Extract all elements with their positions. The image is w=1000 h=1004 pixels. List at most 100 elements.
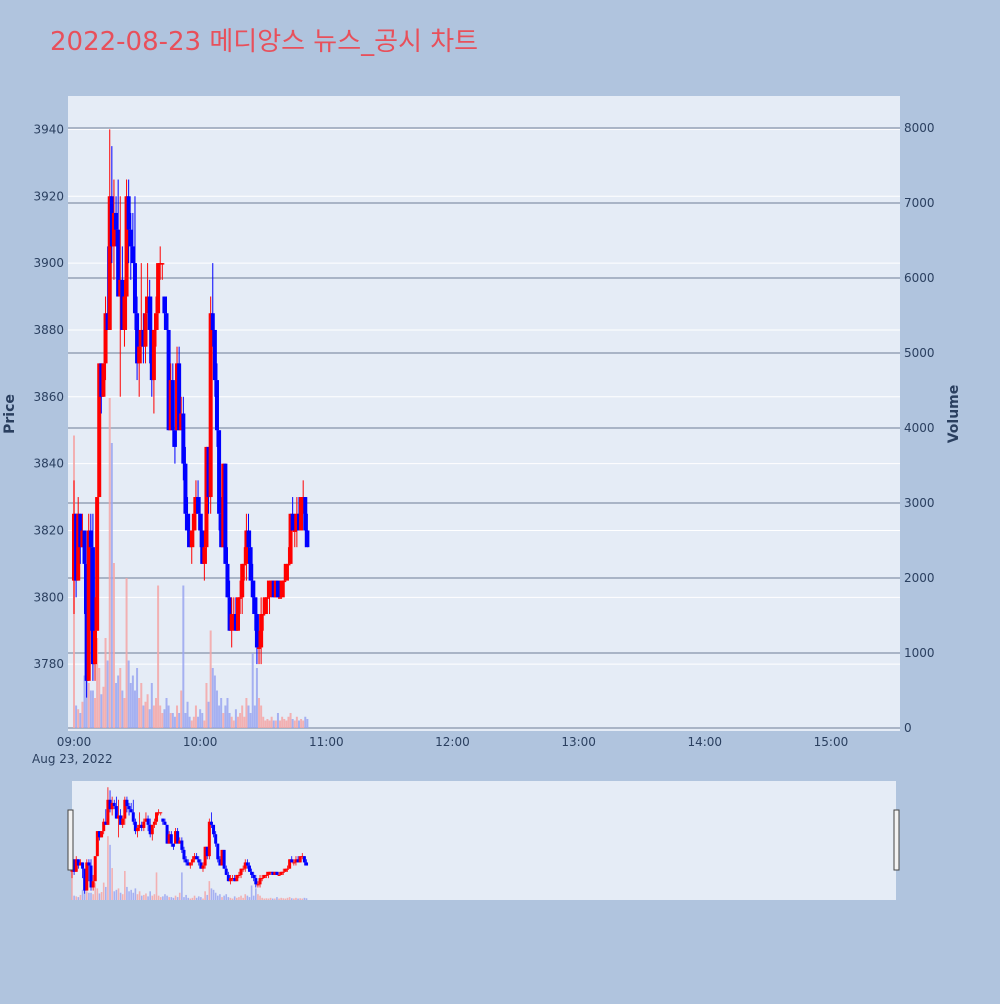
volume-bar <box>169 713 172 728</box>
y-axis-title: Price <box>2 394 18 434</box>
slider-volume-bar <box>299 898 301 900</box>
candle-body <box>294 513 299 531</box>
slider-candle-body <box>78 862 82 866</box>
slider-volume-bar <box>88 892 90 900</box>
time-axis-ticks: 09:00 10:00 11:00 12:00 13:00 14:00 15:00 <box>57 735 849 749</box>
volume-bar <box>165 698 168 728</box>
slider-candle-body <box>294 859 298 863</box>
volume-bar <box>161 713 164 728</box>
slider-volume-bar <box>212 889 215 900</box>
volume-bar <box>117 675 120 728</box>
volume-bar <box>136 668 139 728</box>
slider-candle-body <box>252 874 256 879</box>
plot-area <box>68 96 900 731</box>
volume-bar <box>91 690 94 728</box>
slider-volume-bar <box>98 893 101 900</box>
candle-body <box>238 597 243 599</box>
slider-candle-body <box>188 862 192 866</box>
volume-bar <box>249 713 252 728</box>
candle-body <box>219 513 224 548</box>
slider-candle-body <box>305 862 309 866</box>
slider-volume-bar <box>113 891 116 900</box>
slider-volume-bar <box>250 885 253 900</box>
volume-bar <box>108 398 111 728</box>
volume-bar <box>226 698 229 728</box>
volume-bar <box>144 701 147 728</box>
candle-body <box>214 380 219 431</box>
volume-bar <box>232 720 235 728</box>
slider-volume-bar <box>168 897 170 900</box>
candle-body <box>229 614 234 631</box>
candle-body <box>227 597 232 631</box>
slider-volume-bar <box>290 898 293 900</box>
range-slider-left-handle[interactable] <box>67 809 74 871</box>
slider-candle-body <box>241 868 245 870</box>
candle-body <box>151 329 156 381</box>
candle-body <box>206 446 211 498</box>
volume-bar <box>266 719 269 728</box>
volume-tick-label: 3000 <box>904 496 935 510</box>
candle-body <box>259 614 264 648</box>
slider-candle-body <box>112 802 116 807</box>
candle-body <box>217 430 222 514</box>
candle-body <box>160 263 165 265</box>
slider-candle-body <box>114 806 118 819</box>
slider-volume-bar <box>280 897 282 900</box>
slider-candle-body <box>256 884 260 886</box>
volume-bar <box>272 720 275 728</box>
volume-bar <box>104 638 107 728</box>
slider-volume-bar <box>73 895 75 900</box>
slider-volume-bar <box>126 886 128 900</box>
slider-candle-body <box>131 812 135 822</box>
candle-body <box>114 212 119 230</box>
volume-bar <box>297 720 300 728</box>
candle-body <box>74 513 79 581</box>
slider-candle-body <box>298 856 302 863</box>
volume-bar <box>258 698 261 728</box>
slider-candle-body <box>74 859 78 872</box>
candle-body <box>202 547 207 564</box>
volume-bar <box>146 694 149 728</box>
slider-candle-body <box>205 846 209 857</box>
volume-bar <box>279 720 282 728</box>
candle-body <box>107 196 112 330</box>
range-slider[interactable] <box>72 781 896 900</box>
slider-volume-bar <box>221 897 223 900</box>
volume-bar <box>94 698 97 728</box>
slider-candle-body <box>85 862 89 891</box>
volume-bar <box>293 720 296 728</box>
slider-candle-body <box>286 868 290 870</box>
slider-volume-bar <box>236 897 238 900</box>
slider-candle-body <box>81 862 85 869</box>
volume-bar <box>81 701 84 728</box>
volume-bar <box>77 709 80 728</box>
price-tick-label: 3800 <box>33 590 64 604</box>
volume-bar <box>85 668 88 728</box>
range-slider-right-handle[interactable] <box>893 809 900 871</box>
candle-body <box>183 463 188 514</box>
volume-bar <box>262 716 265 728</box>
volume-bar <box>192 716 195 728</box>
slider-volume-bar <box>238 897 240 900</box>
slider-candle-body <box>178 840 182 844</box>
slider-candle-body <box>269 871 273 873</box>
slider-candle-body <box>239 868 243 875</box>
slider-candle-body <box>228 878 232 882</box>
time-tick-label: 09:00 <box>57 735 92 749</box>
candle-body <box>99 363 104 397</box>
slider-volume-bar <box>278 898 280 900</box>
slider-candle-body <box>167 834 171 844</box>
volume-bar <box>207 701 210 728</box>
slider-volume-bar <box>214 892 217 900</box>
candle-body <box>233 614 238 631</box>
volume-tick-label: 2000 <box>904 571 935 585</box>
slider-candle-body <box>140 824 144 828</box>
candle-body <box>196 497 201 514</box>
slider-volume-bar <box>140 895 143 900</box>
slider-volume-bar <box>128 891 130 900</box>
candle-body <box>141 329 146 347</box>
time-tick-label: 12:00 <box>435 735 470 749</box>
candle-body <box>244 530 249 564</box>
slider-candle-body <box>296 859 300 863</box>
